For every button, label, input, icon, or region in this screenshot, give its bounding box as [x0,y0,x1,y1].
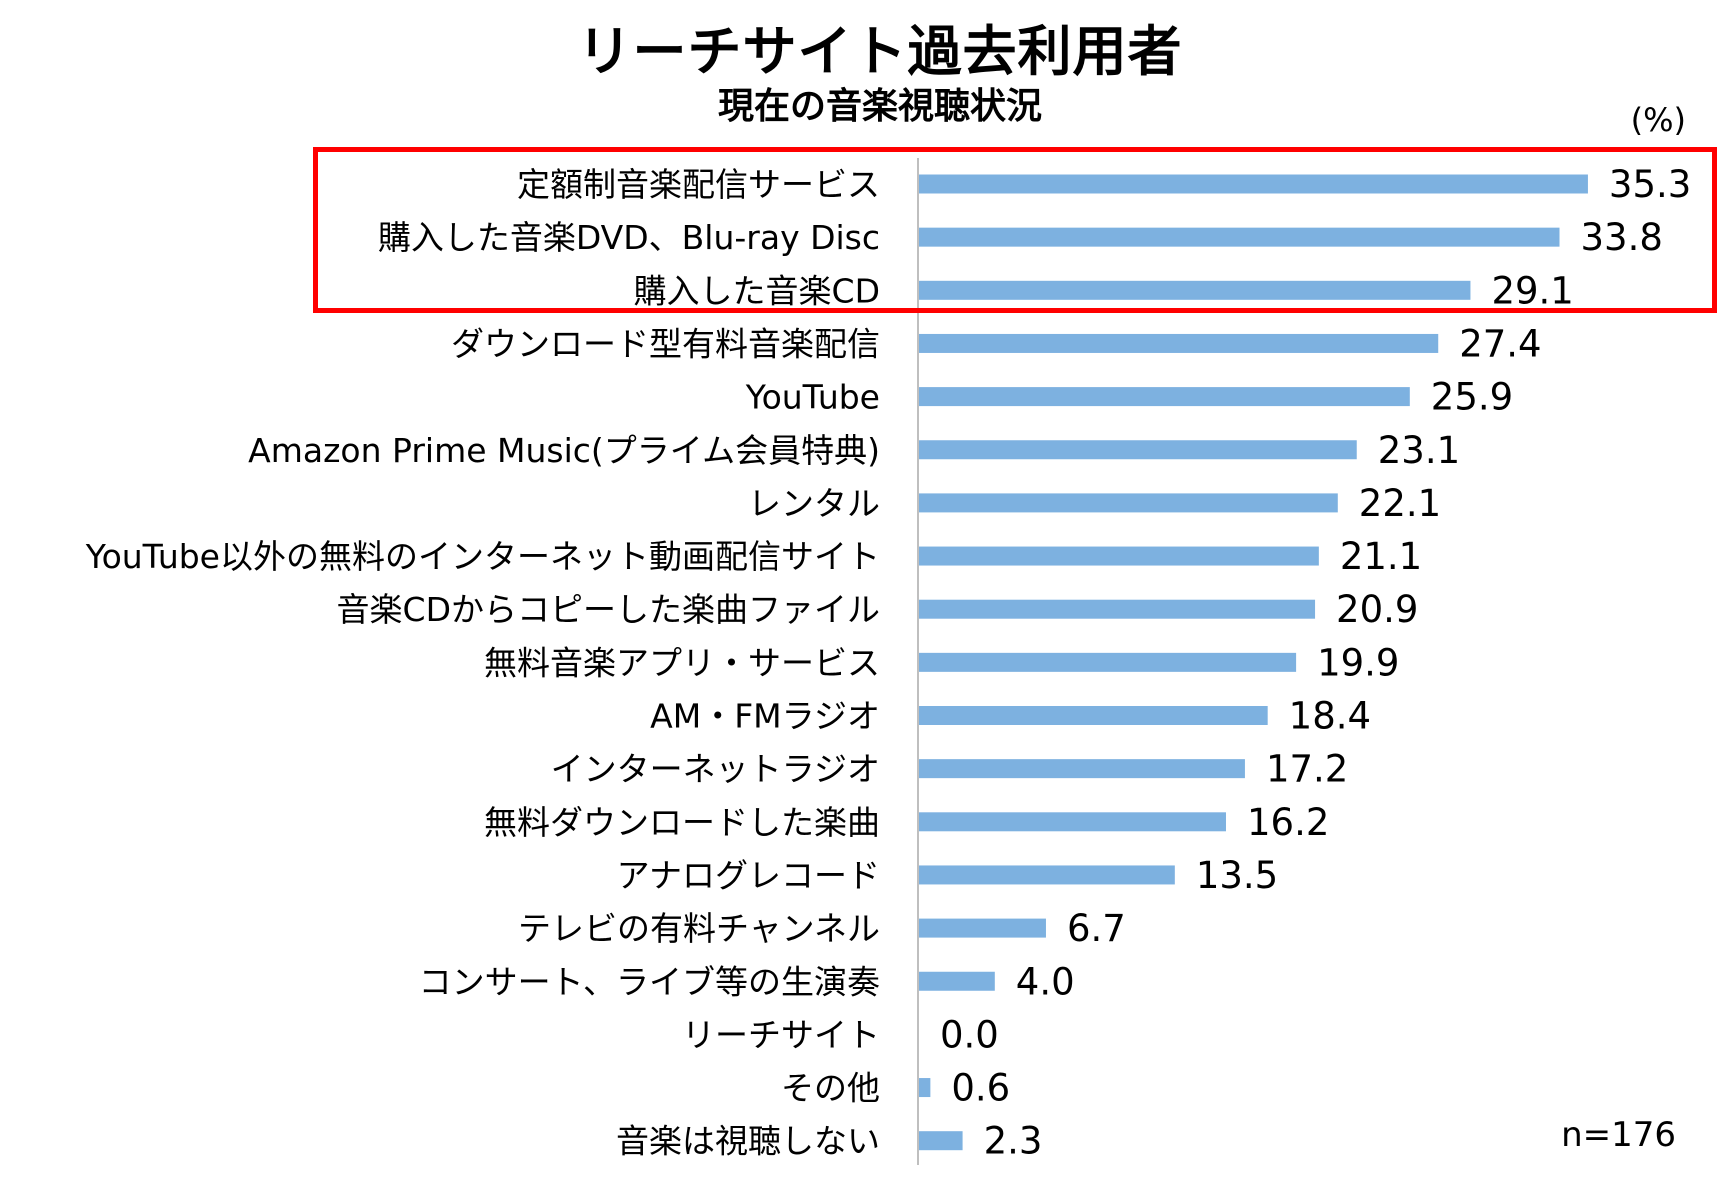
category-label: リーチサイト [682,1015,880,1054]
category-label: 定額制音楽配信サービス [517,165,880,204]
value-label: 17.2 [1266,748,1348,791]
category-label: 音楽は視聴しない [616,1122,880,1161]
value-label: 4.0 [1016,960,1075,1003]
value-label: 19.9 [1317,641,1399,684]
chart-title: リーチサイト過去利用者 [577,20,1183,83]
category-label: 音楽CDからコピーした楽曲ファイル [337,590,880,629]
value-label: 23.1 [1378,429,1460,472]
value-label: 20.9 [1336,588,1418,631]
bar [919,812,1226,832]
value-label: 22.1 [1359,482,1441,525]
category-label: YouTube以外の無料のインターネット動画配信サイト [85,537,880,576]
category-label: その他 [781,1069,880,1108]
value-label: 18.4 [1289,695,1371,738]
category-label: 無料音楽アプリ・サービス [484,643,880,682]
bar [919,440,1357,460]
bar [919,652,1297,672]
category-label: Amazon Prime Music(プライム会員特典) [248,431,880,470]
value-label: 27.4 [1459,322,1541,365]
category-label: インターネットラジオ [551,750,880,789]
bar [919,971,995,991]
value-label: 6.7 [1067,907,1126,950]
category-label: ダウンロード型有料音楽配信 [451,324,880,363]
category-label: YouTube [745,378,880,417]
bar [919,865,1175,885]
category-label: レンタル [748,484,880,523]
category-label: アナログレコード [617,856,880,895]
value-label: 0.6 [951,1067,1010,1110]
category-label: テレビの有料チャンネル [518,909,880,948]
value-label: 2.3 [984,1120,1043,1163]
bar [919,174,1588,194]
bar [919,280,1471,300]
value-label: 33.8 [1581,216,1663,259]
value-label: 13.5 [1196,854,1278,897]
category-label: 無料ダウンロードした楽曲 [484,803,880,842]
bar [919,387,1410,407]
bar [919,493,1338,513]
chart-subtitle: 現在の音楽視聴状況 [717,86,1042,127]
unit-label: (%) [1630,101,1686,139]
bar [919,599,1316,619]
bar [919,706,1268,725]
category-label: 購入した音楽CD [634,271,880,310]
category-label: 購入した音楽DVD、Blu-ray Disc [378,218,880,257]
value-label: 35.3 [1609,163,1691,206]
bar [919,759,1245,779]
bar [919,1078,931,1098]
category-label: コンサート、ライブ等の生演奏 [419,962,880,1001]
bar [919,227,1560,247]
sample-size-label: n=176 [1561,1115,1676,1155]
bar [919,546,1319,566]
value-label: 21.1 [1340,535,1422,578]
value-label: 25.9 [1431,376,1513,419]
value-label: 16.2 [1247,801,1329,844]
bar [919,918,1046,938]
bar [919,1131,963,1151]
value-label: 29.1 [1491,269,1573,312]
highlight-box [313,147,1717,313]
bar [919,333,1439,353]
category-label: AM・FMラジオ [650,697,880,736]
value-label: 0.0 [940,1013,999,1056]
